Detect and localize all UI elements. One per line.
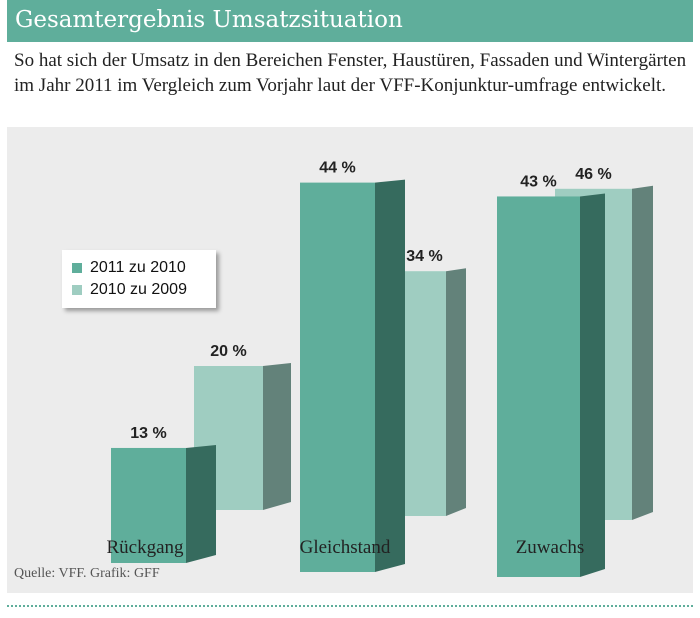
value-label: 20 % [210,343,246,360]
intro-text: So hat sich der Umsatz in den Bereichen … [14,50,687,96]
value-label: 46 % [575,166,611,183]
legend-item-2011: 2011 zu 2010 [72,259,186,277]
source-note: Quelle: VFF. Grafik: GFF [14,566,160,581]
legend: 2011 zu 2010 2010 zu 2009 [62,250,216,308]
bar [403,271,446,516]
chart-title: Gesamtergebnis Umsatzsituation [7,0,693,42]
value-label: 44 % [319,160,355,177]
category-label: Zuwachs [516,537,585,558]
legend-swatch [72,263,82,273]
value-label: 13 % [130,425,166,442]
value-label: 43 % [520,173,556,190]
bar-side [186,444,216,563]
value-label: 34 % [406,248,442,265]
dotted-divider [7,605,693,607]
category-label: Rückgang [106,537,184,558]
bar-side [446,268,466,516]
bar [497,196,580,577]
bar-side [580,193,605,577]
legend-item-2010: 2010 zu 2009 [72,281,187,299]
bar-side [263,363,291,510]
bar-side [375,179,405,572]
bar-side [632,185,653,521]
legend-label: 2011 zu 2010 [90,259,186,276]
bar [300,182,375,572]
category-label: Gleichstand [300,537,391,558]
legend-swatch [72,285,82,295]
legend-label: 2010 zu 2009 [90,281,187,298]
bar [111,447,186,563]
